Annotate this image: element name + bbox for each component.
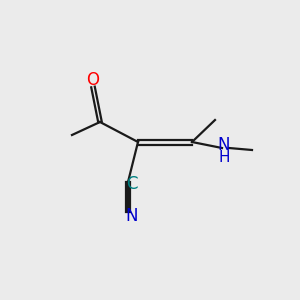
Text: O: O [86, 71, 100, 89]
Text: N: N [218, 136, 230, 154]
Text: H: H [218, 149, 230, 164]
Text: N: N [126, 207, 138, 225]
Text: C: C [126, 175, 138, 193]
